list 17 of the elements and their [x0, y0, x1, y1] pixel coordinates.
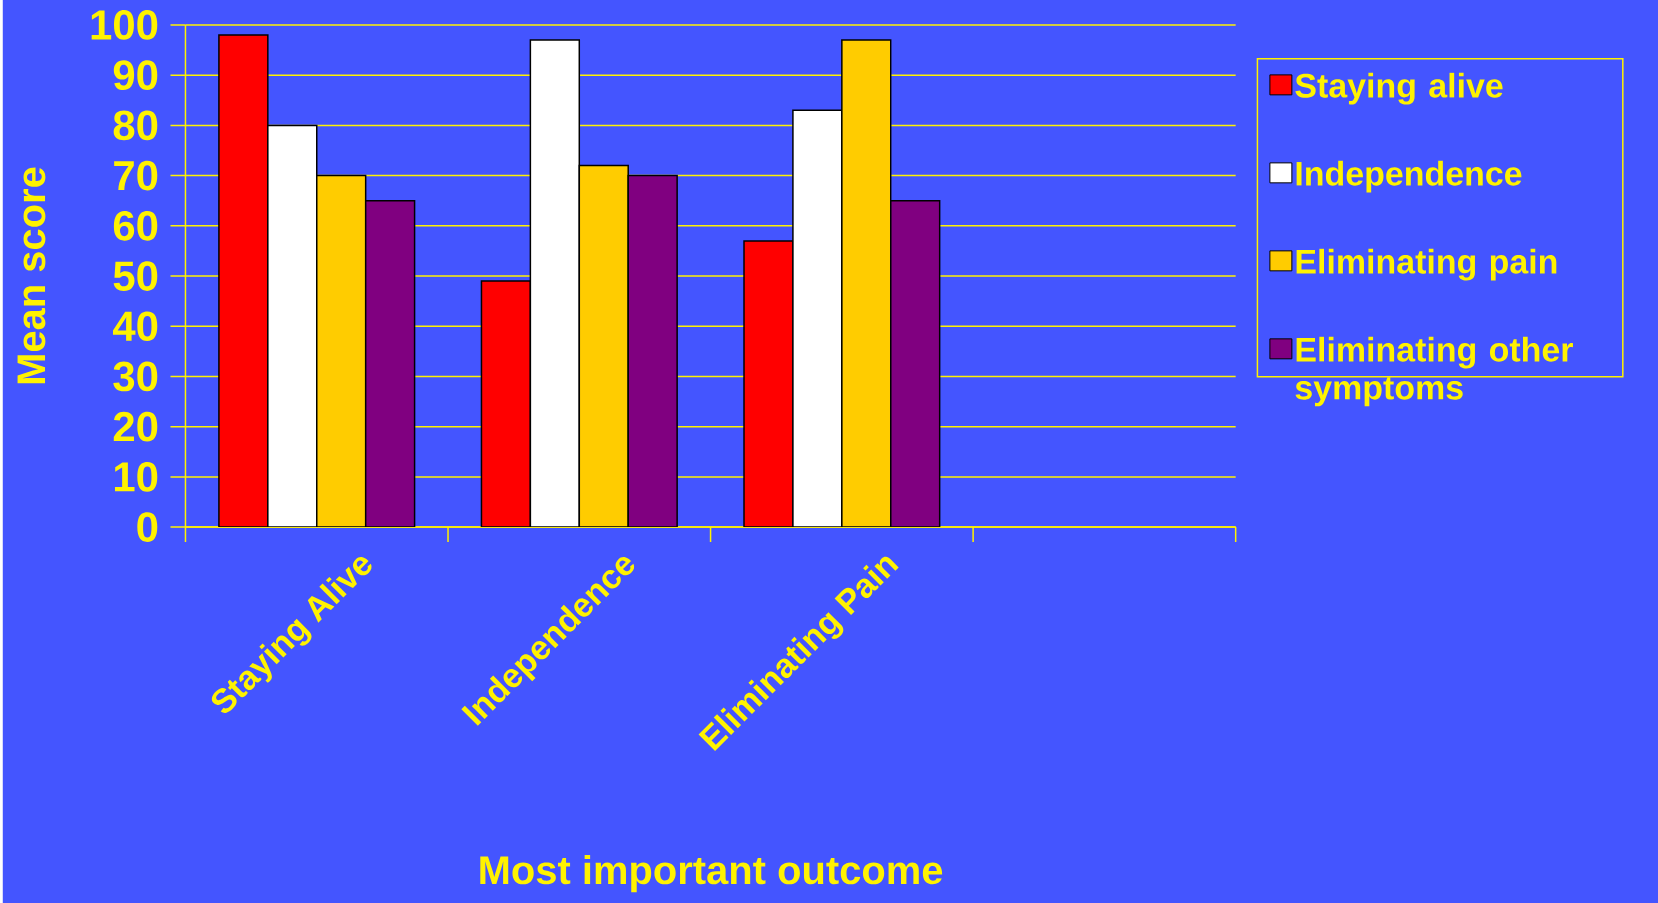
y-axis-title: Mean score: [17, 167, 46, 383]
legend-label: Independence: [1296, 160, 1522, 193]
y-tick-label: 70: [114, 160, 158, 191]
legend-label: Eliminating other symptoms: [1295, 336, 1573, 407]
y-tick-label: 0: [137, 512, 158, 542]
y-tick-label: 30: [113, 361, 158, 392]
y-tick-label: 20: [113, 411, 158, 442]
x-axis-title: Most important outcome: [480, 854, 943, 892]
y-tick-label: 40: [112, 311, 158, 341]
y-tick-label: 90: [113, 60, 158, 90]
y-tick-label: 60: [113, 210, 158, 241]
legend-label: Staying alive: [1295, 72, 1503, 105]
y-tick-label: 100: [91, 9, 158, 40]
legend-label: Eliminating pain: [1296, 248, 1557, 281]
y-tick-label: 10: [114, 461, 158, 492]
y-tick-label: 50: [113, 260, 158, 291]
y-tick-label: 80: [113, 110, 158, 140]
